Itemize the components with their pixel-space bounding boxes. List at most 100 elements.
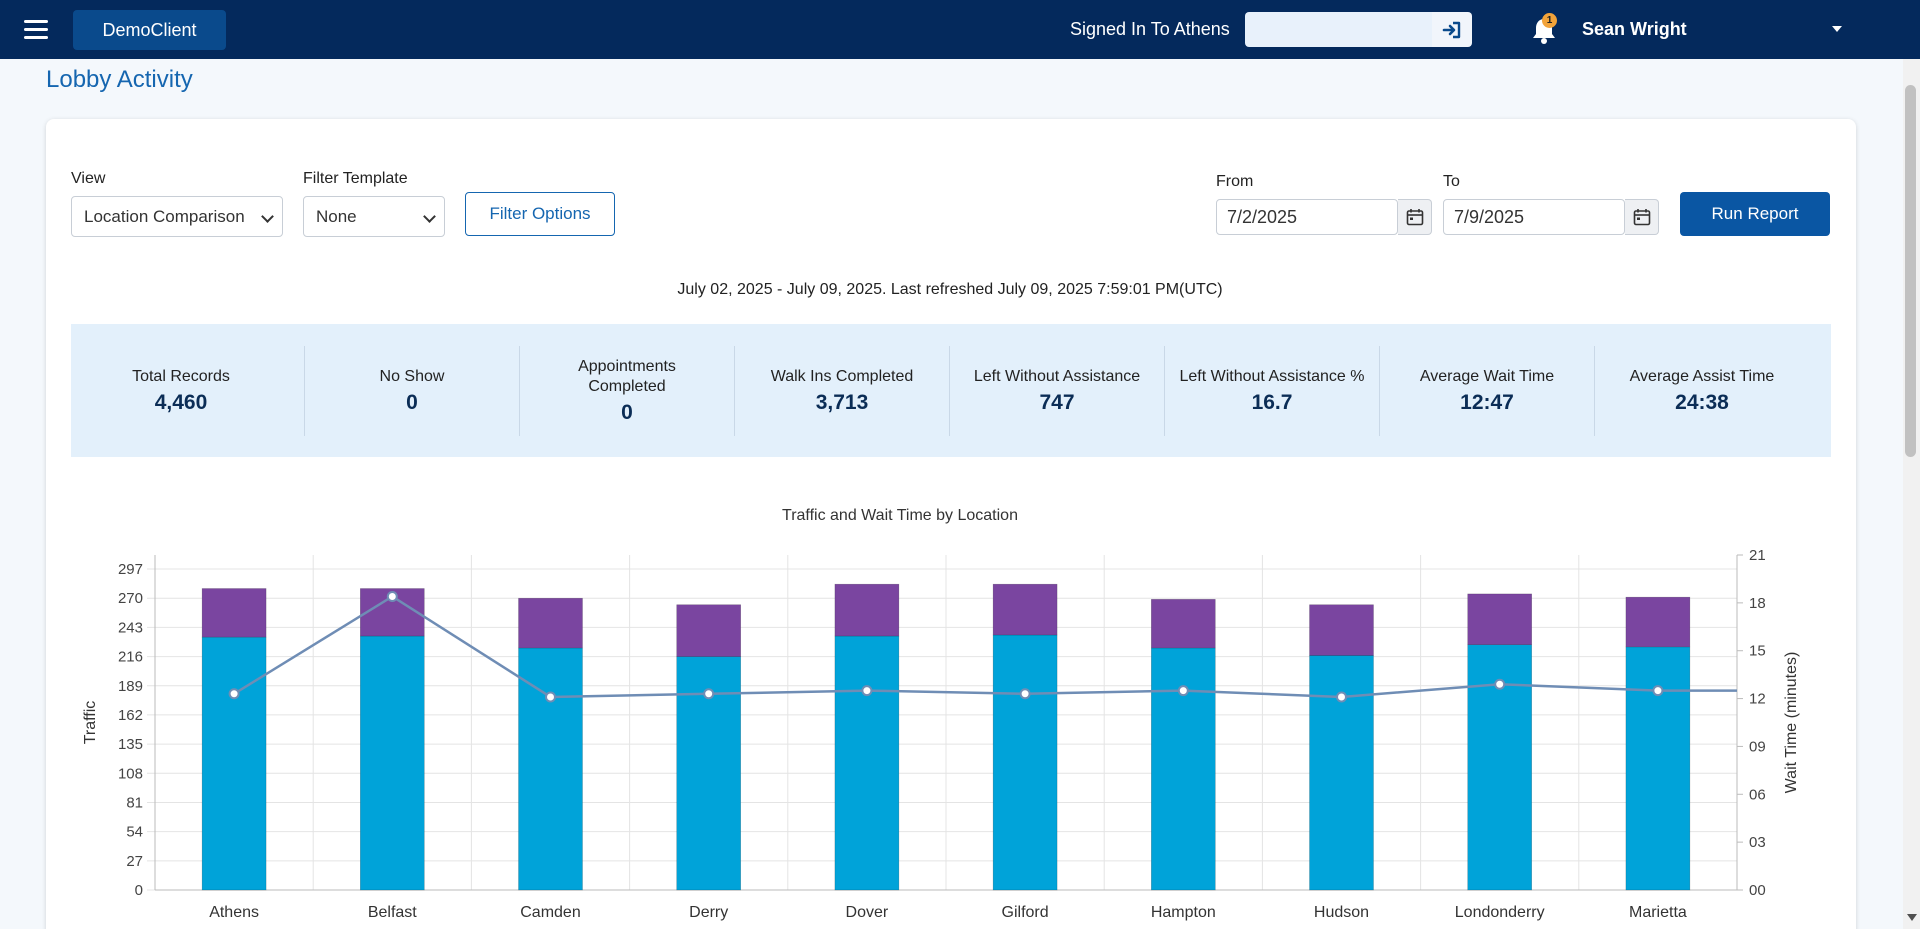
bar-segment xyxy=(992,634,1058,891)
stat-value: 12:47 xyxy=(1460,390,1514,414)
stat-label: Left Without Assistance % xyxy=(1179,367,1365,385)
stat-average-wait-time: Average Wait Time 12:47 xyxy=(1380,344,1594,437)
from-label: From xyxy=(1216,173,1254,190)
x-category-label: Hampton xyxy=(1151,904,1216,921)
bar-segment xyxy=(1151,599,1216,649)
stat-value: 3,713 xyxy=(815,390,869,414)
location-signin-input[interactable] xyxy=(1245,12,1432,47)
bar-segment xyxy=(992,583,1058,636)
bar-segment xyxy=(1309,604,1374,656)
bar-segment xyxy=(201,588,267,638)
x-category-label: Derry xyxy=(689,904,728,921)
chevron-down-icon xyxy=(261,210,274,223)
chevron-down-icon xyxy=(423,210,436,223)
y-tick-label: 135 xyxy=(118,736,143,753)
bar-segment xyxy=(1467,593,1532,645)
stat-label: Appointments Completed xyxy=(578,357,676,395)
filter-options-button[interactable]: Filter Options xyxy=(465,192,615,236)
signed-in-label: Signed In To Athens xyxy=(1070,19,1230,39)
summary-stats-panel: Total Records 4,460 No Show 0 Appointments… xyxy=(71,324,1831,457)
stat-value: 24:38 xyxy=(1675,390,1729,414)
view-select[interactable]: Location Comparison xyxy=(71,196,283,237)
filter-template-label: Filter Template xyxy=(303,170,408,187)
stat-divider xyxy=(1594,346,1595,436)
stat-divider xyxy=(1379,346,1380,436)
user-menu-caret-icon[interactable] xyxy=(1832,26,1842,32)
run-report-button[interactable]: Run Report xyxy=(1680,192,1830,236)
y-tick-label: 162 xyxy=(118,707,143,724)
bar-segment xyxy=(1625,596,1691,648)
chart-title: Traffic and Wait Time by Location xyxy=(782,507,1018,524)
bar-segment xyxy=(1151,647,1216,891)
y-tick-label: 108 xyxy=(118,765,143,782)
wait-time-point xyxy=(703,688,715,700)
x-category-label: Hudson xyxy=(1314,904,1369,921)
x-category-label: Marietta xyxy=(1629,904,1687,921)
x-category-label: Dover xyxy=(846,904,889,921)
stat-label: No Show xyxy=(379,367,445,385)
wait-time-point xyxy=(1336,691,1347,703)
scroll-down-arrow-icon[interactable] xyxy=(1907,914,1917,921)
scrollbar-thumb[interactable] xyxy=(1905,85,1916,457)
y-tick-label: 270 xyxy=(118,590,143,607)
wait-time-point xyxy=(1494,678,1506,690)
filter-template-select[interactable]: None xyxy=(303,196,445,237)
stat-value: 4,460 xyxy=(154,390,208,414)
view-select-value: Location Comparison xyxy=(84,206,245,226)
y2-axis-title: Wait Time (minutes) xyxy=(1783,652,1800,794)
y-tick-label: 81 xyxy=(126,794,143,811)
y-tick-label: 243 xyxy=(118,619,143,636)
y2-tick-label: 03 xyxy=(1749,834,1766,851)
x-category-label: Gilford xyxy=(1002,904,1049,921)
stat-walk-ins-completed: Walk Ins Completed 3,713 xyxy=(735,344,949,437)
stat-label: Average Assist Time xyxy=(1629,367,1775,385)
stat-value: 16.7 xyxy=(1251,390,1293,414)
y-axis-title: Traffic xyxy=(82,701,99,745)
stat-total-records: Total Records 4,460 xyxy=(71,344,291,437)
y-tick-label: 189 xyxy=(118,678,143,695)
report-card xyxy=(46,119,1856,929)
bar-segment xyxy=(1625,646,1691,891)
bar-segment xyxy=(518,597,583,649)
wait-time-point xyxy=(386,590,398,602)
bar-segment xyxy=(201,636,267,891)
y2-tick-label: 18 xyxy=(1749,595,1766,612)
y-tick-label: 27 xyxy=(126,853,143,870)
wait-time-point xyxy=(228,688,240,700)
stat-no-show: No Show 0 xyxy=(305,344,519,437)
page-title: Lobby Activity xyxy=(46,66,193,93)
client-selector-button[interactable]: DemoClient xyxy=(73,10,226,50)
y2-tick-label: 21 xyxy=(1749,547,1766,564)
hamburger-menu-icon[interactable] xyxy=(24,20,48,40)
stat-label: Total Records xyxy=(132,367,230,385)
stat-value: 0 xyxy=(406,390,418,414)
y2-tick-label: 06 xyxy=(1749,786,1766,803)
wait-time-point xyxy=(861,685,873,697)
to-date-input[interactable]: 7/9/2025 xyxy=(1443,199,1625,235)
from-date-input[interactable]: 7/2/2025 xyxy=(1216,199,1398,235)
bar-segment xyxy=(518,647,583,891)
stat-left-without-assistance: Left Without Assistance 747 xyxy=(950,344,1164,437)
stat-left-without-assistance-pct: Left Without Assistance % 16.7 xyxy=(1165,344,1379,437)
stat-value: 747 xyxy=(1039,390,1075,414)
y2-tick-label: 00 xyxy=(1749,882,1766,899)
top-navbar: DemoClient Signed In To Athens 1 Sean Wr… xyxy=(0,0,1920,59)
wait-time-point xyxy=(1652,685,1664,697)
bar-segment xyxy=(359,635,425,891)
from-calendar-button[interactable] xyxy=(1398,199,1432,235)
stat-divider xyxy=(734,346,735,436)
stat-label: Walk Ins Completed xyxy=(770,367,914,385)
to-calendar-button[interactable] xyxy=(1625,199,1659,235)
wait-time-point xyxy=(545,691,556,703)
sign-in-arrow-icon xyxy=(1442,21,1461,38)
signin-button[interactable] xyxy=(1432,12,1472,47)
bar-segment xyxy=(1309,655,1374,891)
traffic-wait-time-chart: 0 27 54 81 108 135 162 189 216 243 270 297 00 03 06 09 1… xyxy=(82,547,1800,921)
y2-tick-label: 15 xyxy=(1749,643,1766,660)
user-name[interactable]: Sean Wright xyxy=(1582,19,1687,39)
report-date-range-text: July 02, 2025 - July 09, 2025. Last refr… xyxy=(677,281,1223,298)
stat-average-assist-time: Average Assist Time 24:38 xyxy=(1595,344,1809,437)
wait-time-point xyxy=(1177,685,1189,697)
x-category-label: Belfast xyxy=(368,904,417,921)
stat-divider xyxy=(519,346,520,436)
